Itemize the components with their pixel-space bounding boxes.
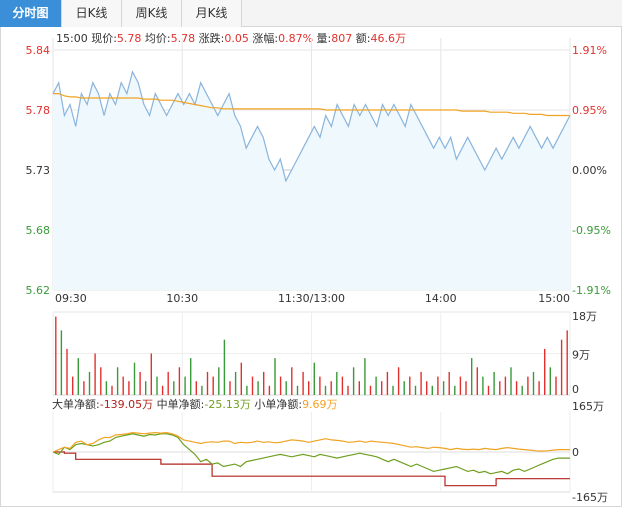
change-value: 0.05 bbox=[224, 32, 249, 45]
chart-tab-bar: 分时图 日K线 周K线 月K线 bbox=[0, 0, 622, 27]
tab-weekly-k[interactable]: 周K线 bbox=[122, 0, 182, 27]
quote-time: 15:00 bbox=[56, 32, 88, 45]
flow-y-tick-2: -165万 bbox=[572, 491, 608, 504]
time-tick-2: 11:30/13:00 bbox=[278, 292, 345, 305]
price-y-tick-4: 5.62 bbox=[26, 284, 51, 297]
price-y-tick-3: 5.68 bbox=[26, 224, 51, 237]
price-line bbox=[52, 70, 571, 183]
price-y-tick-0: 5.84 bbox=[26, 44, 51, 57]
pct-y-tick-4: -1.91% bbox=[572, 284, 611, 297]
big-flow-value: -139.05万 bbox=[100, 398, 153, 411]
price-y-tick-2: 5.73 bbox=[26, 164, 51, 177]
pct-value: 0.87% bbox=[278, 32, 314, 45]
pct-y-tick-2: 0.00% bbox=[572, 164, 607, 177]
mid-flow-line bbox=[52, 433, 570, 475]
tab-monthly-k[interactable]: 月K线 bbox=[182, 0, 242, 27]
time-tick-1: 10:30 bbox=[166, 292, 198, 305]
mid-flow-label: 中单净额: bbox=[153, 397, 204, 411]
quote-info-bar: 15:00 现价:5.78 均价:5.78 涨跌:0.05 涨幅:0.87% 量… bbox=[56, 30, 406, 46]
avg-value: 5.78 bbox=[170, 32, 196, 45]
price-y-tick-1: 5.78 bbox=[26, 104, 51, 117]
tab-intraday[interactable]: 分时图 bbox=[0, 0, 62, 27]
time-tick-4: 15:00 bbox=[538, 292, 570, 305]
price-value: 5.78 bbox=[116, 32, 142, 45]
vol-label: 量: bbox=[316, 32, 332, 45]
big-flow-label: 大单净额: bbox=[52, 397, 100, 411]
vol-y-tick-1: 9万 bbox=[572, 349, 590, 362]
time-tick-0: 09:30 bbox=[55, 292, 87, 305]
mid-flow-value: -25.13万 bbox=[204, 398, 250, 411]
avg-label: 均价: bbox=[144, 32, 171, 45]
small-flow-line bbox=[52, 431, 570, 453]
flow-y-tick-1: 0 bbox=[572, 446, 579, 459]
amt-value: 46.6万 bbox=[370, 32, 406, 45]
small-flow-value: 9.69万 bbox=[302, 398, 338, 411]
flow-legend: 大单净额:-139.05万 中单净额:-25.13万 小单净额:9.69万 bbox=[52, 397, 338, 411]
small-flow-label: 小单净额: bbox=[251, 397, 302, 411]
avg-price-line bbox=[53, 93, 570, 117]
tab-daily-k[interactable]: 日K线 bbox=[62, 0, 122, 27]
pct-label: 涨幅: bbox=[252, 32, 279, 45]
vol-value: 807 bbox=[331, 32, 353, 45]
amt-label: 额: bbox=[355, 32, 371, 45]
pct-y-tick-0: 1.91% bbox=[572, 44, 607, 57]
vol-y-tick-0: 18万 bbox=[572, 310, 597, 323]
time-tick-3: 14:00 bbox=[425, 292, 457, 305]
big-flow-line bbox=[53, 451, 570, 487]
price-label: 现价: bbox=[91, 32, 117, 45]
pct-y-tick-3: -0.95% bbox=[572, 224, 611, 237]
flow-y-tick-0: 165万 bbox=[572, 400, 604, 413]
vol-y-tick-2: 0 bbox=[572, 383, 579, 396]
pct-y-tick-1: 0.95% bbox=[572, 104, 607, 117]
change-label: 涨跌: bbox=[198, 32, 225, 45]
price-area bbox=[53, 71, 570, 290]
